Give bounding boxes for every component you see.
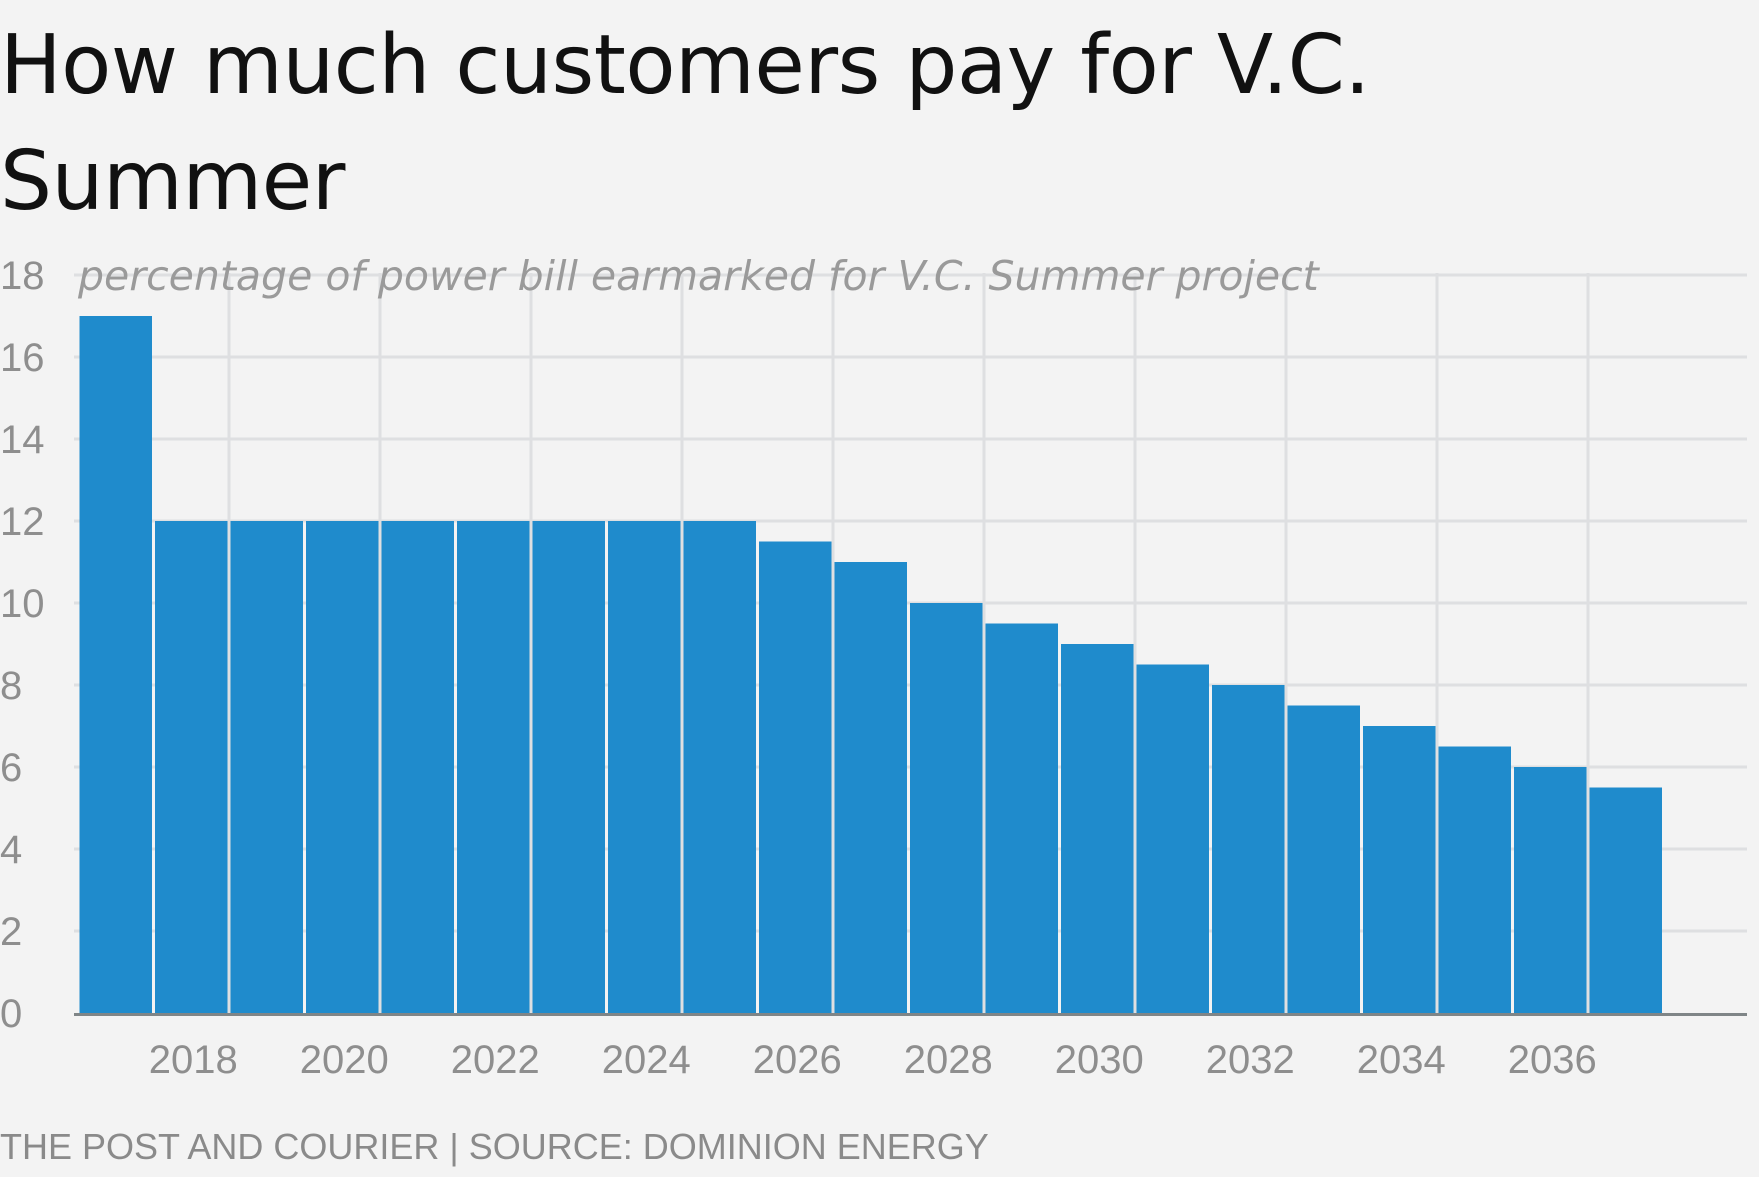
bar-2028 — [910, 603, 983, 1013]
bar-2027 — [834, 562, 907, 1013]
bar-2032 — [1212, 685, 1285, 1013]
bar-2033 — [1287, 705, 1360, 1013]
bar-2025 — [683, 521, 756, 1013]
x-tick-label: 2018 — [149, 1038, 238, 1082]
y-tick-label: 2 — [0, 910, 22, 954]
y-tick-label: 12 — [0, 500, 45, 544]
bar-2037 — [1589, 787, 1662, 1013]
x-tick-label: 2026 — [753, 1038, 842, 1082]
bar-2035 — [1438, 746, 1511, 1013]
bar-2029 — [985, 623, 1058, 1013]
bar-2017 — [79, 316, 152, 1013]
x-tick-label: 2032 — [1206, 1038, 1295, 1082]
chart-title: How much customers pay for V.C. Summer — [0, 18, 1370, 229]
bar-2022 — [457, 521, 530, 1013]
x-tick-label: 2030 — [1055, 1038, 1144, 1082]
x-tick-label: 2034 — [1357, 1038, 1446, 1082]
bar-2036 — [1514, 767, 1587, 1013]
bar-2030 — [1061, 644, 1134, 1013]
x-tick-label: 2022 — [451, 1038, 540, 1082]
y-tick-label: 16 — [0, 336, 45, 380]
bar-2020 — [306, 521, 379, 1013]
source-credit: THE POST AND COURIER | SOURCE: DOMINION … — [0, 1126, 989, 1167]
y-tick-label: 6 — [0, 746, 22, 790]
bar-2024 — [608, 521, 681, 1013]
bar-2026 — [759, 541, 832, 1013]
y-tick-label: 10 — [0, 582, 45, 626]
y-axis-label: percentage of power bill earmarked for V… — [77, 252, 1321, 300]
bar-2034 — [1363, 726, 1436, 1013]
bar-2021 — [381, 521, 454, 1013]
x-tick-label: 2024 — [602, 1038, 691, 1082]
bar-2031 — [1136, 664, 1209, 1013]
bar-2023 — [532, 521, 605, 1013]
x-tick-label: 2028 — [904, 1038, 993, 1082]
y-tick-label: 8 — [0, 664, 22, 708]
y-tick-label: 4 — [0, 828, 22, 872]
x-tick-label: 2036 — [1508, 1038, 1597, 1082]
bar-2018 — [155, 521, 228, 1013]
y-tick-label: 0 — [0, 992, 22, 1036]
y-tick-label: 18 — [0, 254, 45, 298]
y-tick-label: 14 — [0, 418, 45, 462]
x-axis-ticks: 2018 2020 2022 2024 2026 2028 2030 2032 2034 2036 — [149, 1038, 1597, 1082]
bars — [79, 316, 1662, 1013]
x-tick-label: 2020 — [300, 1038, 389, 1082]
y-axis-ticks: 0 2 4 6 8 10 12 14 16 18 — [0, 254, 45, 1036]
bar-2019 — [230, 521, 303, 1013]
